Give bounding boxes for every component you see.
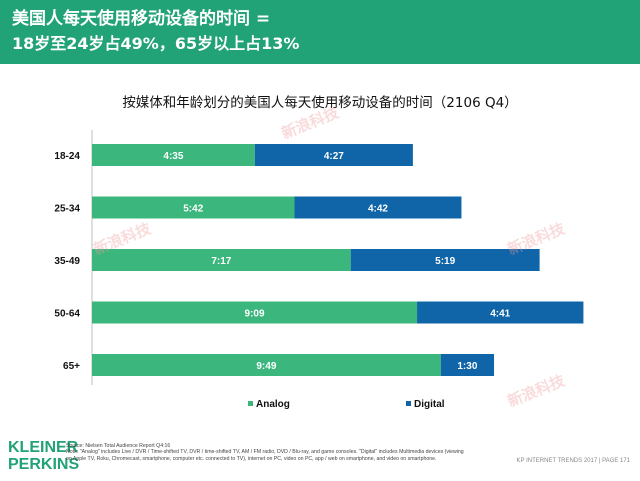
header-title-line1: 美国人每天使用移动设备的时间 = (12, 9, 271, 29)
data-label: 5:42 (183, 204, 203, 215)
bar-digital-65+ (440, 354, 495, 376)
category-label: 18-24 (54, 151, 80, 162)
header-title-line2: 18岁至24岁占49%，65岁以上占13% (12, 34, 300, 53)
category-label: 50-64 (54, 309, 80, 320)
footnote-note: Note: "Analog" includes Live / DVR / Tim… (66, 449, 464, 462)
data-label: 5:19 (435, 256, 455, 267)
page-reference: KP INTERNET TRENDS 2017 | PAGE 171 (516, 458, 631, 464)
logo-line2: PERKINS (8, 456, 80, 473)
chart-title: 按媒体和年龄划分的美国人每天使用移动设备的时间（2106 Q4） (122, 95, 518, 111)
data-label: 9:09 (245, 309, 265, 320)
data-label: 4:27 (324, 151, 344, 162)
data-label: 4:41 (490, 309, 510, 320)
bar-digital-35-49 (350, 249, 540, 271)
data-label: 1:30 (457, 361, 477, 372)
category-label: 65+ (63, 361, 80, 372)
bar-analog-65+ (92, 354, 441, 376)
stacked-bar-chart: 18-24 4:35 4:27 25-34 5:42 4:42 35-49 7:17 5:19 5… (54, 130, 584, 410)
footnote-source: Source: Nielsen Total Audience Report Q4… (66, 443, 171, 449)
data-label: 4:42 (368, 204, 388, 215)
bar-digital-18-24 (254, 144, 413, 166)
data-label: 7:17 (211, 256, 231, 267)
kleiner-perkins-logo: KLEINER PERKINS (8, 439, 79, 473)
bar-analog-25-34 (92, 196, 295, 219)
bar-analog-50-64 (92, 301, 418, 324)
category-label: 25-34 (54, 204, 80, 215)
data-label: 9:49 (256, 361, 276, 372)
bar-analog-18-24 (92, 144, 255, 166)
legend-swatch-digital (406, 401, 411, 406)
legend-swatch-analog (248, 401, 253, 406)
logo-line1: KLEINER (8, 439, 79, 456)
legend-label-digital: Digital (414, 399, 445, 410)
category-label: 35-49 (54, 256, 80, 267)
legend-label-analog: Analog (256, 399, 290, 410)
bar-digital-25-34 (294, 196, 462, 219)
bar-analog-35-49 (92, 249, 351, 271)
footnote: Source: Nielsen Total Audience Report Q4… (66, 443, 466, 462)
data-label: 4:35 (163, 151, 183, 162)
header-banner: 美国人每天使用移动设备的时间 = 18岁至24岁占49%，65岁以上占13% (0, 0, 640, 64)
bar-digital-50-64 (417, 301, 584, 324)
